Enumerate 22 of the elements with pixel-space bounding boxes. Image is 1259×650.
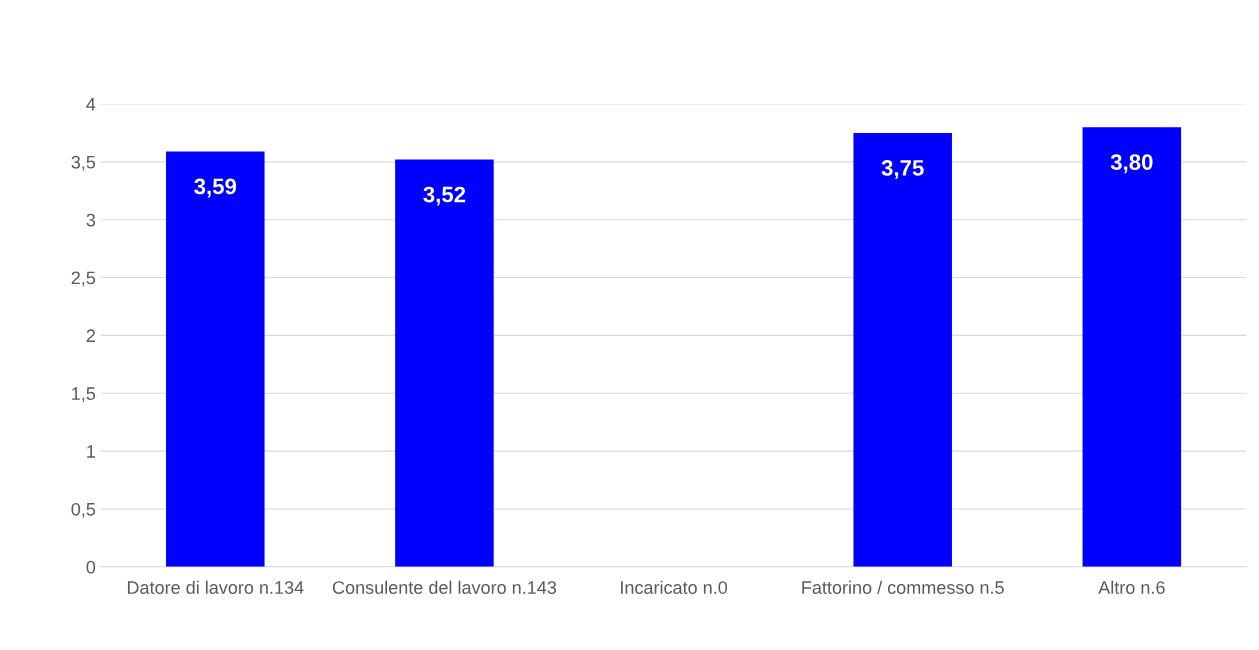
x-tick-label: Fattorino / commesso n.5 <box>802 580 1004 594</box>
x-tick-label: Consulente del lavoro n.143 <box>332 580 557 594</box>
x-tick-label: Altro n.6 <box>1098 580 1165 594</box>
bar <box>166 151 265 567</box>
y-tick-label: 2,5 <box>71 271 96 287</box>
x-tick-label: Datore di lavoro n.134 <box>127 580 304 594</box>
x-tick-label: Incaricato n.0 <box>621 580 728 594</box>
bar <box>853 132 952 567</box>
data-label: 3,75 <box>881 160 924 179</box>
y-tick-label: 3,5 <box>71 155 96 171</box>
bar <box>395 159 494 567</box>
y-tick-label: 3 <box>86 213 96 227</box>
data-label: 3,52 <box>423 186 466 206</box>
y-tick-label: 1 <box>87 445 95 458</box>
data-label: 3,80 <box>1110 154 1153 174</box>
y-tick-label: 0 <box>86 560 96 574</box>
data-label: 3,59 <box>194 178 237 198</box>
bar <box>1082 127 1182 567</box>
y-tick-label: 0,5 <box>71 502 96 518</box>
y-tick-label: 2 <box>86 329 95 342</box>
y-tick-label: 1,5 <box>72 387 96 403</box>
y-tick-label: 4 <box>86 98 96 111</box>
